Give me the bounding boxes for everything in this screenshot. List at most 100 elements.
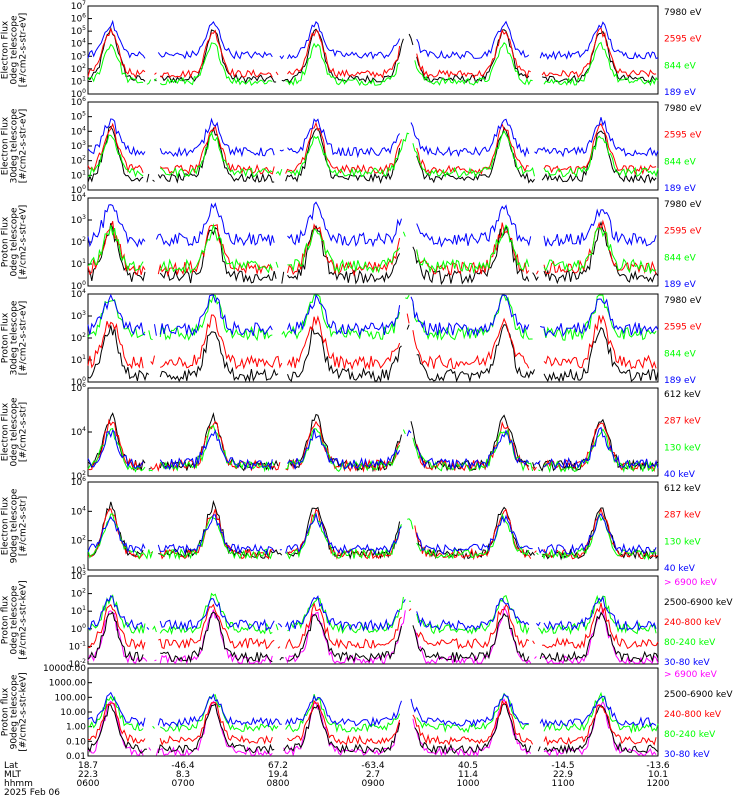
y-tick-label: 103 xyxy=(71,214,86,226)
y-tick-label: 102 xyxy=(71,535,86,547)
x-tick-label: 0600 xyxy=(77,779,100,789)
x-axis-table: Lat 18.7 -46.4 67.2 -63.4 40.5 -14.5 -13.6 MLT 22… xyxy=(4,761,670,798)
y-tick-label: 101 xyxy=(71,605,86,617)
y-tick-label: 10.00 xyxy=(60,708,86,718)
panel-6: 101 102 104 106 MEPEDElectron Flux90deg tele… xyxy=(0,476,701,576)
y-tick-label: 10000.00 xyxy=(43,664,86,674)
y-tick-label: 10-1 xyxy=(69,640,87,652)
y-axis-label: MEPEDProton flux0deg telescope[#/cm2-s-s… xyxy=(0,580,29,659)
legend-entry: 2595 eV xyxy=(664,227,702,237)
y-tick-label: 102 xyxy=(71,236,86,248)
legend-entry: 844 eV xyxy=(664,253,697,263)
y-axis-label: MEPEDProton flux90deg telescope[#/cm2-s-… xyxy=(0,672,29,751)
series-240-800-kev xyxy=(87,601,659,651)
series-7980-ev xyxy=(87,125,657,185)
y-tick-label: 1000.00 xyxy=(49,679,86,689)
series-240-800-kev xyxy=(87,699,657,747)
legend-entry: 2500-6900 keV xyxy=(664,690,733,700)
y-tick-label: 101 xyxy=(71,75,86,87)
legend-entry: 7980 eV xyxy=(664,200,702,210)
legend-entry: 844 eV xyxy=(664,157,697,167)
series--6900-kev xyxy=(87,698,657,758)
x-row-label: MLT xyxy=(4,770,22,780)
y-tick-label: 104 xyxy=(71,192,86,204)
x-tick-label: 22.3 xyxy=(78,770,98,780)
legend-entry: 287 keV xyxy=(664,511,701,521)
panel-7: 10-2 10-1 100 101 102 103 MEPEDProton flux0deg… xyxy=(0,570,733,670)
legend-entry: > 6900 keV xyxy=(664,670,718,680)
y-tick-label: 103 xyxy=(71,310,86,322)
y-tick-label: 103 xyxy=(71,570,86,582)
x-tick-label: 8.3 xyxy=(176,770,190,780)
x-tick-label: 1200 xyxy=(647,779,670,789)
series-2500-6900-kev xyxy=(87,611,659,664)
y-axis-label: TEDProton Flux0deg telescope[#/cm2-s-str… xyxy=(0,205,29,280)
legend-entry: 189 eV xyxy=(664,88,697,98)
panel-frame xyxy=(87,481,659,571)
legend-entry: 2595 eV xyxy=(664,131,702,141)
legend-entry: 80-240 keV xyxy=(664,638,716,648)
series-7980-ev xyxy=(87,324,659,383)
series-844-ev xyxy=(87,41,659,87)
x-tick-label: -63.4 xyxy=(361,761,385,771)
x-tick-label: -13.6 xyxy=(646,761,670,771)
y-tick-label: 101 xyxy=(71,564,86,576)
legend-entry: 40 keV xyxy=(664,564,696,574)
y-tick-label: 101 xyxy=(71,354,86,366)
y-tick-label: 100 xyxy=(71,280,86,292)
x-tick-label: 22.9 xyxy=(553,770,573,780)
series-2595-ev xyxy=(87,27,657,79)
panel-2: 100 101 102 103 104 105 106 TEDElectron Flux30d… xyxy=(0,96,702,196)
series-7980-ev xyxy=(87,220,659,286)
y-tick-label: 100 xyxy=(71,623,86,635)
panel-8: 10000.00 1000.00 100.00 10.00 1.00 0.10 0.01 ME… xyxy=(0,664,733,762)
legend-entry: 844 eV xyxy=(664,61,697,71)
series-2500-6900-kev xyxy=(87,703,659,755)
series-40-kev xyxy=(87,512,657,556)
x-tick-label: 1000 xyxy=(457,779,480,789)
series-40-kev xyxy=(87,426,659,471)
y-tick-label: 105 xyxy=(71,111,86,123)
y-tick-label: 106 xyxy=(71,96,86,108)
y-tick-label: 104 xyxy=(71,505,86,517)
y-tick-label: 101 xyxy=(71,169,86,181)
x-row-label: hhmm xyxy=(4,779,33,789)
legend-entry: 40 keV xyxy=(664,470,696,480)
legend-entry: 30-80 keV xyxy=(664,750,710,760)
y-tick-label: 106 xyxy=(71,13,86,25)
y-tick-label: 103 xyxy=(71,140,86,152)
y-tick-label: 102 xyxy=(71,63,86,75)
series-844-ev xyxy=(87,294,657,342)
legend-entry: 189 eV xyxy=(664,184,697,194)
series-30-80-kev xyxy=(87,594,657,632)
x-row-label: Lat xyxy=(4,761,19,771)
legend-entry: 287 keV xyxy=(664,417,701,427)
legend-entry: 130 keV xyxy=(664,537,701,547)
x-tick-label: 19.4 xyxy=(268,770,288,780)
legend-entry: 30-80 keV xyxy=(664,658,710,668)
x-tick-label: 2.7 xyxy=(366,770,380,780)
y-tick-label: 100.00 xyxy=(55,693,87,703)
legend-entry: 240-800 keV xyxy=(664,618,722,628)
legend-entry: 612 keV xyxy=(664,390,701,400)
series-844-ev xyxy=(87,223,657,275)
legend-entry: 189 eV xyxy=(664,280,697,290)
y-tick-label: 0.01 xyxy=(66,752,86,762)
y-tick-label: 105 xyxy=(71,25,86,37)
x-tick-label: 0800 xyxy=(267,779,290,789)
legend-entry: 612 keV xyxy=(664,484,701,494)
y-tick-label: 100 xyxy=(71,376,86,388)
x-tick-label: 40.5 xyxy=(458,761,478,771)
y-tick-label: 107 xyxy=(71,0,86,12)
series-2595-ev xyxy=(87,121,657,176)
series-2595-ev xyxy=(87,219,657,277)
y-tick-label: 100 xyxy=(71,88,86,100)
legend-entry: 7980 eV xyxy=(664,296,702,306)
x-tick-label: -14.5 xyxy=(551,761,574,771)
panel-frame xyxy=(87,5,659,95)
legend-entry: 2595 eV xyxy=(664,35,702,45)
y-tick-label: 102 xyxy=(71,588,86,600)
y-tick-label: 102 xyxy=(71,155,86,167)
series-189-ev xyxy=(87,19,659,61)
